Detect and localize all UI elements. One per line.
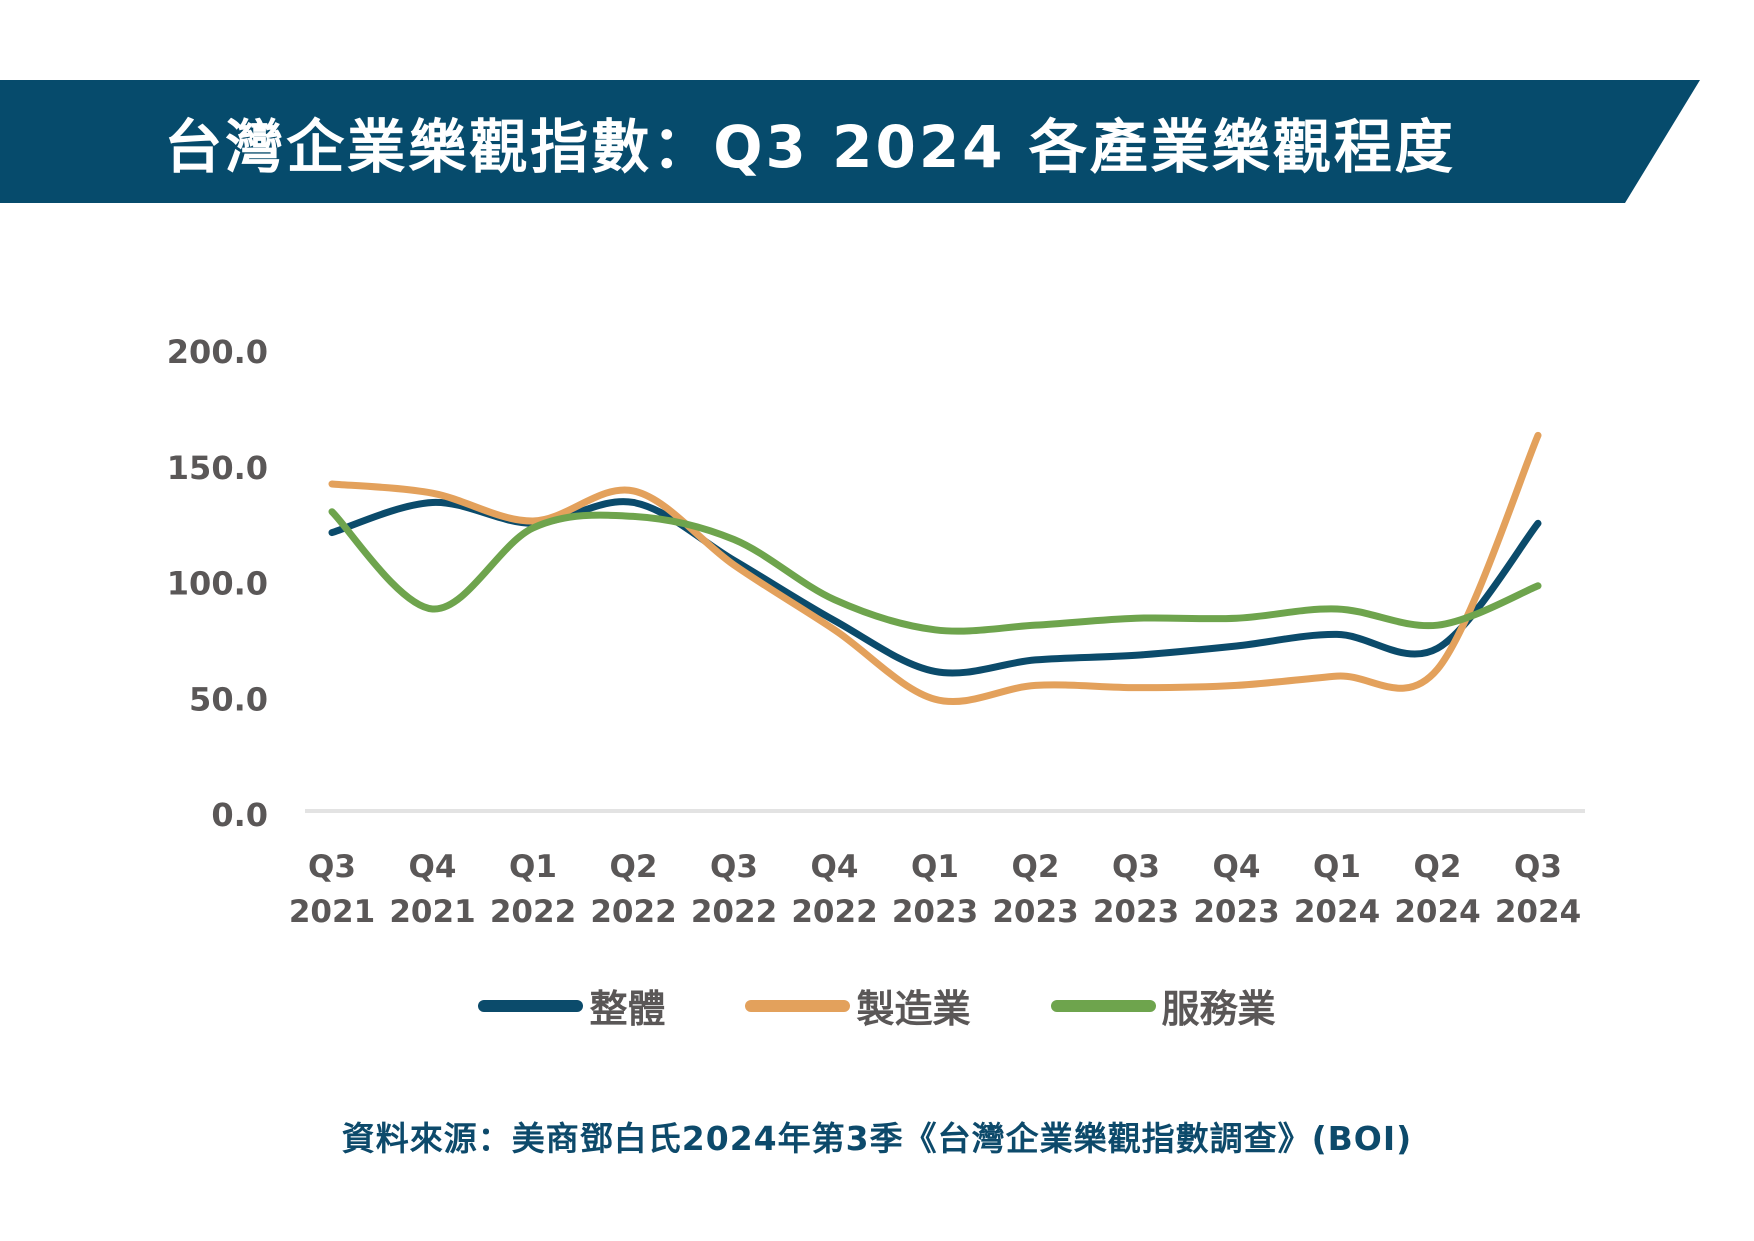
legend-item: 整體 <box>478 978 665 1033</box>
y-tick-label: 150.0 <box>167 449 268 487</box>
x-tick-year: 2023 <box>1093 894 1179 930</box>
x-tick-year: 2021 <box>389 894 475 930</box>
legend-swatch <box>478 999 584 1012</box>
series-line-1 <box>328 431 1542 706</box>
series-line-0 <box>328 498 1542 677</box>
y-axis: 0.0 50.0 100.0 150.0 200.0 <box>167 333 268 834</box>
y-tick-label: 0.0 <box>211 796 268 834</box>
x-tick-quarter: Q1 <box>1313 849 1361 885</box>
x-tick-quarter: Q2 <box>1012 849 1060 885</box>
x-tick-year: 2021 <box>289 894 375 930</box>
x-tick-quarter: Q1 <box>911 849 959 885</box>
x-tick-year: 2022 <box>490 894 576 930</box>
x-tick-quarter: Q4 <box>409 849 457 885</box>
line-chart: 0.0 50.0 100.0 150.0 200.0 Q3 2021 Q4 2021 Q1 202… <box>167 333 1585 930</box>
legend-item: 製造業 <box>745 978 971 1033</box>
y-tick-label: 200.0 <box>167 333 268 371</box>
y-tick-label: 50.0 <box>189 680 268 718</box>
legend-label: 製造業 <box>856 987 971 1031</box>
x-tick-year: 2022 <box>691 894 777 930</box>
x-tick-year: 2022 <box>590 894 676 930</box>
series-group <box>328 431 1542 706</box>
x-tick-year: 2024 <box>1495 894 1581 930</box>
source-note: 資料來源：美商鄧白氏2024年第3季《台灣企業樂觀指數調查》(BOI) <box>341 1119 1413 1158</box>
x-tick-year: 2023 <box>892 894 978 930</box>
x-tick-quarter: Q1 <box>509 849 557 885</box>
x-tick-quarter: Q4 <box>811 849 859 885</box>
series-line-2 <box>328 508 1542 635</box>
x-tick-quarter: Q2 <box>610 849 658 885</box>
x-tick-year: 2023 <box>1193 894 1279 930</box>
legend-swatch <box>1050 999 1156 1012</box>
x-axis: Q3 2021 Q4 2021 Q1 2022 Q2 2022 Q3 2022 Q4 2022 Q1 20… <box>289 849 1581 930</box>
x-tick-year: 2022 <box>791 894 877 930</box>
y-tick-label: 100.0 <box>167 565 268 603</box>
x-tick-year: 2024 <box>1294 894 1380 930</box>
x-tick-quarter: Q4 <box>1213 849 1261 885</box>
chart-legend: 整體 製造業 服務業 <box>0 978 1754 1033</box>
x-tick-quarter: Q3 <box>308 849 356 885</box>
x-tick-year: 2023 <box>992 894 1078 930</box>
x-tick-quarter: Q3 <box>710 849 758 885</box>
x-tick-quarter: Q2 <box>1414 849 1462 885</box>
x-tick-quarter: Q3 <box>1514 849 1562 885</box>
banner-shape <box>0 80 1700 203</box>
x-tick-year: 2024 <box>1394 894 1480 930</box>
legend-label: 整體 <box>589 987 666 1031</box>
title-banner: 台灣企業樂觀指數：Q3 2024 各產業樂觀程度 <box>0 80 1700 203</box>
x-tick-quarter: Q3 <box>1112 849 1160 885</box>
legend-swatch <box>745 999 851 1012</box>
page-title: 台灣企業樂觀指數：Q3 2024 各產業樂觀程度 <box>164 112 1456 181</box>
legend-label: 服務業 <box>1161 987 1276 1031</box>
legend-item: 服務業 <box>1050 978 1276 1033</box>
